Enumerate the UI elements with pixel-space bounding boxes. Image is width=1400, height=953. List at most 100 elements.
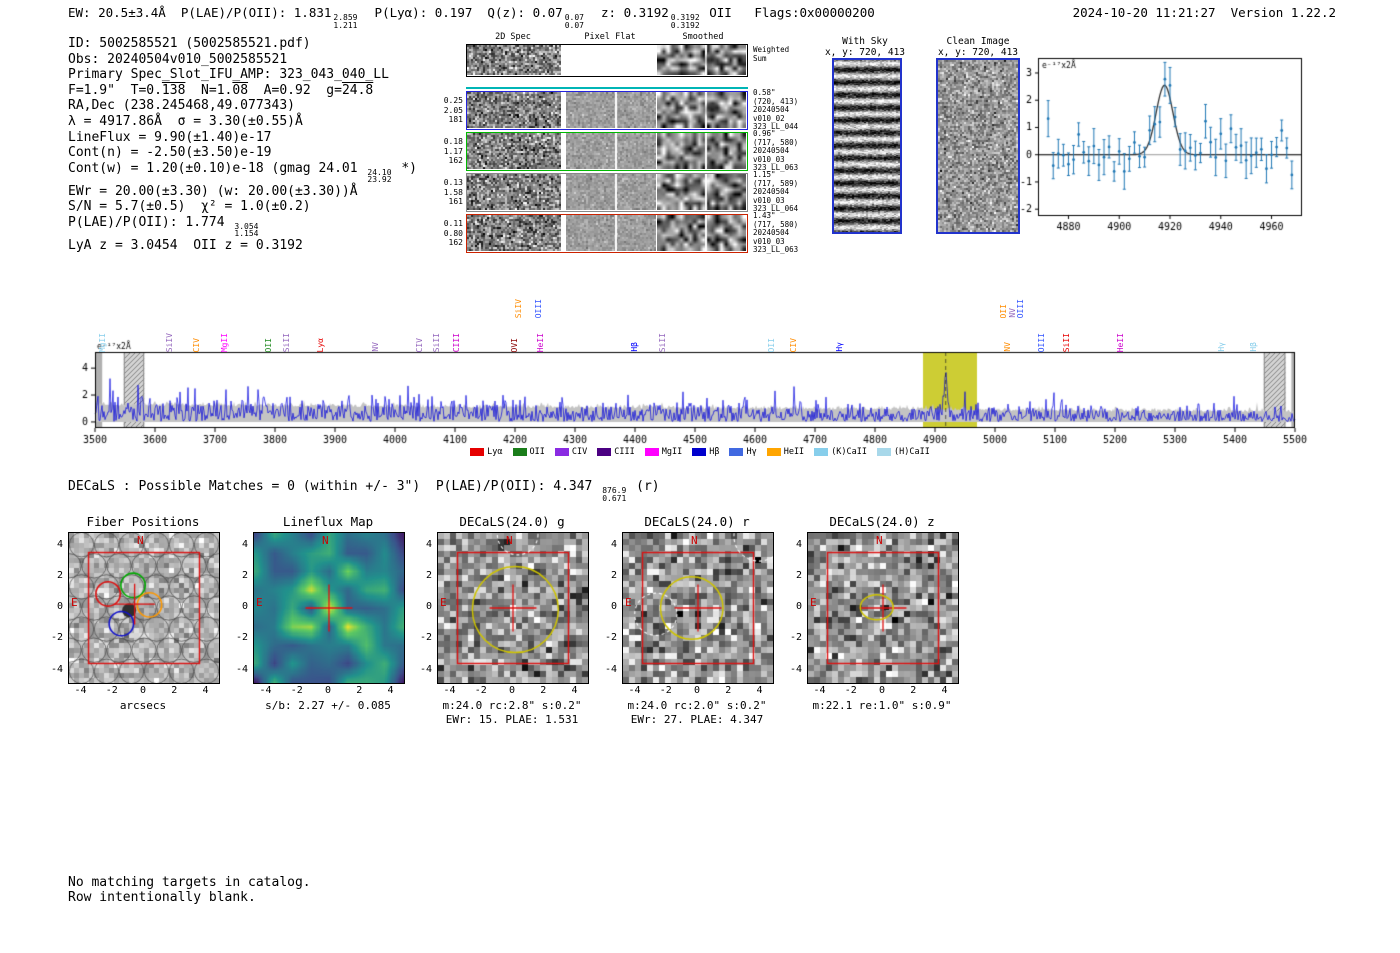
cutout-title: DECaLS(24.0) g [459,514,565,529]
cutout-panel-decals-g: DECaLS(24.0) g N E -4 -4 -2 -2 0 0 2 2 4 4 m:24.0 rc:… [402,512,622,726]
spec2d-row-weights: 0.11 0.80 162 [443,219,463,247]
teal-separator-line [466,87,748,89]
footer-no-matches: No matching targets in catalog. [68,875,311,890]
legend-item: OII [512,447,545,457]
info-ewr: EWr = 20.00(±3.30) (w: 20.00(±3.30))Å [68,183,358,199]
legend-label: HeII [783,447,805,457]
y-tick-label: 2 [610,569,617,581]
legend-swatch [814,448,829,456]
legend-label: Hγ [746,447,757,457]
y-tick-label: 0 [56,601,63,612]
spec2d-cell-noise [467,174,561,210]
compass-east: E [256,596,263,609]
line-label: CIV [789,337,798,352]
info-sn-chi2: S/N = 5.7(±0.5) χ² = 1.0(±0.2) [68,199,311,215]
cutout-panel-fiber-positions: Fiber Positions N E -4 -4 -2 -2 0 0 2 2 4 4 arcsecs [33,512,253,726]
line-fit-plot [1008,44,1328,244]
clean-image-title: Clean Image [946,36,1010,47]
spectrum-legend: Lyα OII CIV CIII MgII Hβ Hγ HeII (K)CaII (H)CaII [60,447,1340,457]
compass-east: E [71,596,78,609]
cutout-panel-decals-z: DECaLS(24.0) z N E -4 -4 -2 -2 0 0 2 2 4 4 m:22.1 re:… [772,512,992,726]
frac-lo: 1.211 [333,20,358,30]
spec2d-row-weights: 0.25 2.05 181 [443,96,463,124]
x-tick-label: -2 [105,685,118,696]
info-lineflux: LineFlux = 9.90(±1.40)e-17 [68,129,272,145]
info-lambda-sigma: λ = 4917.86Å σ = 3.30(±0.55)Å [68,113,303,129]
line-label: NV [1003,342,1013,352]
info-plae-text: P(LAE)/P(OII): 1.774 [68,214,233,230]
line-label: HeII [535,332,545,352]
line-label: SiIV [513,298,523,318]
cutout-panel-decals-r: DECaLS(24.0) r N E -4 -4 -2 -2 0 0 2 2 4 4 m:24.0 rc:… [587,512,807,726]
x-tick-label: 2 [725,685,732,696]
y-tick-label: 4 [610,538,617,550]
info-cont-w: Cont(w) = 1.20(±0.10)e-18 (gmag 24.01 24… [68,161,417,184]
qz-range: 0.07 0.07 [563,14,586,29]
y-tick-label: -4 [50,663,63,675]
plae-r-range: 876.9 0.671 [600,487,628,502]
spec2d-cell-noise [467,215,561,251]
info-cont-w-suffix: *) [393,160,417,176]
spec2d-cell-smooth [657,45,746,75]
legend-label: Lyα [487,447,503,457]
spec2d-row-fiber-info: 0.58" (720, 413) 20240504 v010_02 323_LL… [753,88,799,131]
info-cont-w-text: Cont(w) = 1.20(±0.10)e-18 (gmag 24.01 [68,160,366,176]
line-label: OIII [1016,298,1026,318]
legend-swatch [644,448,659,456]
info-radec: RA,Dec (238.245468,49.077343) [68,98,295,114]
line-label: CIV [192,337,201,352]
legend-label: CIII [614,447,635,457]
weighted-sum-label: Weighted Sum [753,45,790,63]
spec2d-section: 2D Spec Pixel Flat Smoothed Weighted Sum 0.2… [443,32,803,267]
y-tick-label: -2 [789,632,802,644]
legend-item: (K)CaII [814,447,867,457]
clean-image [936,58,1020,234]
line-label: Hβ [630,342,639,352]
line-label: Hγ [1216,342,1226,352]
plae-range-2: 3.054 1.154 [232,223,260,238]
x-tick-label: 0 [508,685,516,696]
line-label: NV [370,342,380,352]
y-tick-label: -4 [604,663,617,675]
line-label: SiIV [165,332,174,352]
spec2d-cell-flat [566,174,656,210]
line-label: Hβ [1249,342,1259,352]
legend-label: CIV [571,447,588,457]
spec2d-cell-flat [566,92,656,128]
spec2d-cell-flat [566,133,656,169]
legend-item: (H)CaII [877,447,930,457]
legend-swatch [692,448,707,456]
info-t-val: 138 [161,82,186,98]
header-line: EW: 20.5±3.4Å P(LAE)/P(OII): 1.831 2.859 1… [68,5,875,29]
y-tick-label: 2 [795,569,802,581]
x-tick-label: 4 [571,685,578,696]
spec2d-col-title: Pixel Flat [584,32,636,42]
info-a-g: A=0.92 g= [248,82,342,98]
x-tick-label: -2 [474,685,487,696]
line-label: SiII [282,332,291,352]
legend-item: CIII [597,447,635,457]
legend-item: MgII [644,447,682,457]
x-tick-label: 0 [693,685,701,696]
line-label: CIII [452,332,462,352]
y-tick-label: 0 [795,601,802,612]
z-range: 0.3192 0.3192 [669,14,702,29]
plae-range: 2.859 1.211 [331,14,359,29]
frac-hi: 24.10 [367,167,392,177]
footer-blank-row: Row intentionally blank. [68,890,256,905]
spec2d-cell-smooth [657,174,746,210]
legend-item: Hβ [692,447,719,457]
x-tick-label: 4 [202,685,209,696]
with-sky-coords: x, y: 720, 413 [824,47,906,58]
line-label: SiII [432,332,441,352]
info-n-val: 08 [232,82,249,98]
y-tick-label: 4 [425,538,432,550]
spec2d-row [466,214,748,253]
line-label: OVI [510,337,519,352]
x-axis-label: arcsecs [119,699,167,712]
legend-label: OII [529,447,545,457]
cutout-image-decals-g [437,532,589,684]
legend-item: CIV [554,447,588,457]
spec2d-cell-noise [467,133,561,169]
x-tick-label: 4 [387,685,394,696]
